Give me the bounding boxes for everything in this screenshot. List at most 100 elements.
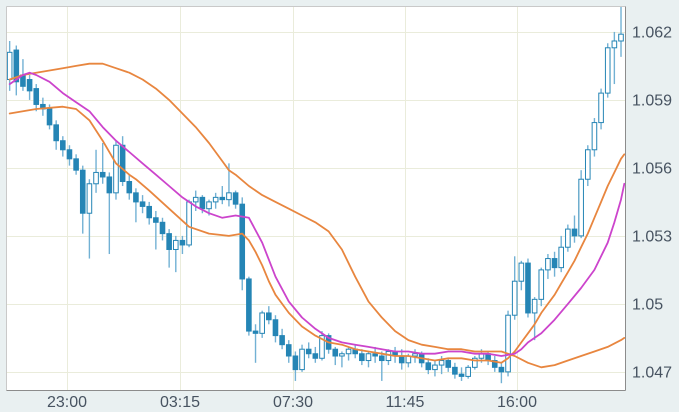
candle-body-up (7, 51, 13, 81)
candle-body-down (199, 196, 206, 210)
candle-body-down (239, 203, 246, 280)
candle-body-up (86, 183, 93, 214)
candle-body-down (398, 355, 405, 364)
candle-body-up (319, 335, 325, 359)
y-axis-tick-label: 1.059 (632, 92, 672, 109)
candle-body-up (465, 366, 471, 377)
candle-body-up (412, 353, 418, 357)
candle-body-up (618, 33, 624, 42)
candle-body-down (46, 108, 53, 126)
candle-body-down (106, 176, 113, 194)
candle-body-up (545, 258, 551, 271)
x-axis-tick-label: 23:00 (47, 394, 87, 411)
candle-body-down (332, 348, 339, 357)
candle-body-down (166, 233, 172, 250)
candle-body-down (571, 228, 578, 237)
y-axis-tick-label: 1.056 (632, 160, 672, 177)
candle-body-up (604, 47, 611, 94)
y-axis-tick-label: 1.05 (632, 296, 663, 313)
candle-body-down (60, 140, 66, 151)
candle-body-up (172, 239, 179, 250)
candle-body-up (432, 364, 438, 371)
candle-body-up (558, 246, 565, 269)
candle-body-up (598, 92, 604, 124)
candle-body-up (472, 357, 478, 368)
overlay-lines-layer (8, 62, 625, 369)
candle-body-down (252, 330, 259, 334)
candle-body-down (378, 355, 385, 362)
x-axis-labels: 23:00 03:15 07:30 11:45 16:00 (47, 394, 537, 411)
candle-body-down (153, 217, 159, 223)
candle-body-down (66, 149, 73, 160)
x-axis-tick-label: 03:15 (160, 394, 200, 411)
candle-body-down (73, 158, 79, 171)
candle-body-down (292, 355, 299, 371)
candle-body-down (525, 262, 531, 314)
candle-body-up (226, 192, 232, 201)
candle-body-down (551, 258, 558, 269)
candle-body-down (266, 312, 272, 321)
candle-body-down (33, 88, 40, 105)
candle-body-down (26, 79, 33, 92)
overlay-line-fast-ma-orange (8, 105, 625, 364)
candle-body-down (445, 360, 452, 368)
candle-body-down (372, 353, 378, 357)
candle-body-down (458, 373, 465, 377)
overlay-line-ma-magenta (8, 71, 625, 357)
candle-body-down (146, 205, 153, 219)
candle-body-down (79, 169, 86, 214)
y-axis-labels: 1.062 1.059 1.056 1.053 1.05 1.047 (632, 24, 672, 381)
candle-body-down (498, 366, 505, 373)
candle-body-up (531, 298, 538, 314)
candle-body-up (584, 149, 591, 180)
candle-body-up (212, 196, 219, 203)
candle-body-down (126, 181, 133, 194)
candle-body-down (159, 221, 166, 235)
candle-body-down (139, 201, 146, 207)
candle-body-up (538, 269, 545, 300)
candle-body-down (452, 366, 458, 375)
candle-body-down (246, 278, 252, 332)
candle-body-down (312, 353, 319, 359)
candle-body-up (186, 201, 192, 246)
candle-body-up (259, 312, 265, 334)
candle-body-up (93, 171, 99, 185)
candle-body-up (611, 40, 618, 49)
candle-body-up (505, 314, 511, 373)
x-axis-tick-label: 07:30 (273, 394, 313, 411)
y-axis-tick-label: 1.047 (632, 364, 672, 381)
candle-body-up (339, 353, 345, 357)
candle-body-up (565, 228, 571, 248)
candle-body-up (518, 262, 525, 282)
candle-body-down (359, 353, 365, 362)
candle-body-up (206, 201, 212, 210)
candle-body-up (192, 196, 199, 203)
candle-body-up (591, 122, 598, 151)
candle-body-down (279, 335, 285, 346)
candle-body-up (438, 360, 445, 366)
candle-body-down (232, 192, 239, 205)
candle-body-down (272, 319, 279, 337)
candle-body-up (578, 178, 584, 237)
plot-border-layer (6, 6, 626, 391)
candle-body-down (425, 362, 432, 371)
candle-body-down (119, 144, 126, 183)
candle-body-down (491, 360, 498, 368)
x-axis-tick-label: 11:45 (386, 394, 425, 411)
candle-body-down (285, 344, 292, 357)
candle-body-up (299, 348, 305, 371)
x-axis-tick-label: 16:00 (497, 394, 537, 411)
y-axis-tick-label: 1.062 (632, 24, 672, 41)
candle-body-down (133, 192, 139, 203)
candle-body-down (13, 49, 20, 83)
candle-body-up (511, 280, 518, 316)
grid-layer (7, 7, 625, 390)
candle-body-down (53, 124, 59, 142)
y-axis-tick-label: 1.053 (632, 228, 672, 245)
candle-body-up (365, 353, 372, 362)
candle-body-down (219, 196, 226, 201)
overlay-line-slow-ma-orange (8, 62, 625, 369)
candle-body-down (305, 348, 312, 355)
